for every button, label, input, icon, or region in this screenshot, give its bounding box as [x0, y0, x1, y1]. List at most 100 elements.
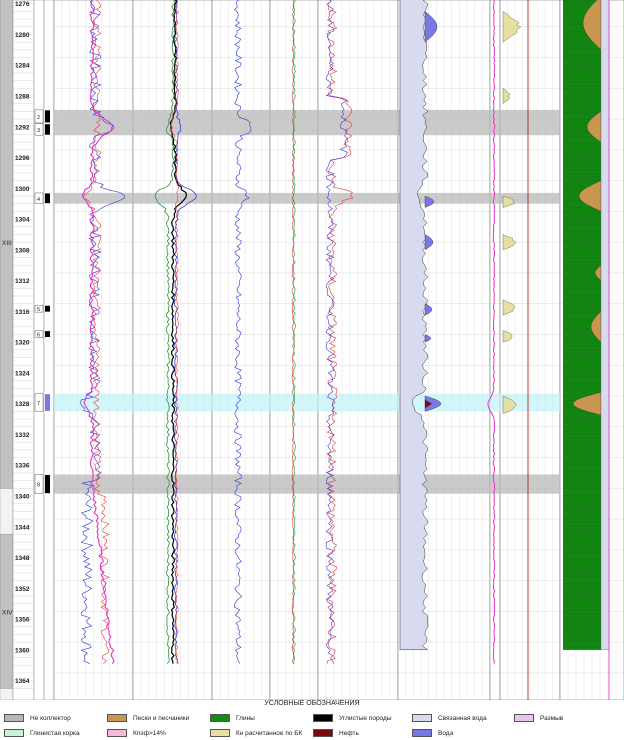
- depth-tick-label: 1304: [15, 217, 30, 224]
- highlight-band-non-reservoir: [54, 109, 560, 136]
- layer-number: 2: [37, 115, 40, 121]
- layer-marker: [45, 110, 50, 123]
- layer-box: [34, 123, 44, 136]
- water-patch: [424, 234, 434, 251]
- depth-tick-label: 1312: [15, 278, 30, 285]
- legend-swatch: [412, 729, 432, 737]
- water-patch: [424, 303, 433, 316]
- kn-peak: [502, 87, 511, 105]
- legend-label: Кпэф>14%: [133, 729, 166, 737]
- layer-marker: [45, 305, 50, 312]
- lithology-sand: [594, 264, 602, 282]
- legend-item: Размыв: [514, 713, 563, 723]
- layer-number: 6: [37, 333, 40, 339]
- depth-tick-label: 1316: [15, 309, 30, 316]
- ik2-curve: [325, 0, 349, 664]
- legend-swatch: [107, 729, 127, 737]
- sp-curve: [81, 0, 115, 664]
- layer-box: [34, 474, 44, 494]
- legend-title: УСЛОВНЫЕ ОБОЗНАЧЕНИЯ: [264, 700, 360, 707]
- depth-tick-label: 1356: [15, 617, 30, 624]
- legend-swatch: [4, 729, 24, 737]
- lithology-sand: [586, 111, 602, 143]
- legend-item: Связанная вода: [412, 713, 487, 723]
- legend-swatch: [210, 714, 230, 722]
- legend-item: Глины: [210, 713, 255, 723]
- kpor-curve: [487, 0, 496, 664]
- depth-tick-label: 1348: [15, 555, 30, 562]
- lithology-sand: [582, 0, 602, 51]
- sonic-curve: [169, 0, 188, 664]
- layer-number-column: [33, 0, 45, 700]
- legend-label: Углистые породы: [339, 714, 392, 722]
- depth-tick-label: 1296: [15, 155, 30, 162]
- legend-swatch: [412, 714, 432, 722]
- kn-peak: [502, 195, 515, 208]
- kn-peak: [502, 395, 517, 415]
- water-patch: [424, 395, 442, 412]
- legend-item: Нефть: [313, 728, 359, 738]
- highlight-band-non-reservoir: [54, 474, 560, 494]
- legend-swatch: [4, 714, 24, 722]
- legend-label: Связанная вода: [438, 714, 487, 722]
- depth-tick-label: 1320: [15, 340, 30, 347]
- track-frame: [489, 0, 501, 700]
- kn-peak: [502, 299, 515, 316]
- bound-water-area: [399, 0, 429, 651]
- lithology-sand: [572, 391, 602, 416]
- depth-tick-label: 1336: [15, 463, 30, 470]
- track-frame: [211, 0, 271, 700]
- legend-label: Кн расчитанное по БК: [236, 729, 303, 737]
- well-log-plot: XIII XIV 1276 1280 1284 1288 1292 1296 1300 1304 1…: [0, 0, 624, 700]
- gr-curve: [79, 0, 125, 664]
- layer-marker-column: [43, 0, 55, 700]
- depth-tick-label: 1288: [15, 94, 30, 101]
- legend-item: Не коллектор: [4, 713, 71, 723]
- legend-swatch: [313, 714, 333, 722]
- depth-tick-label: 1300: [15, 186, 30, 193]
- layer-number: 7: [37, 401, 40, 407]
- layer-marker: [45, 331, 50, 338]
- depth-tick-label: 1332: [15, 432, 30, 439]
- layer-box: [34, 330, 44, 338]
- depth-tick-label: 1328: [15, 401, 30, 408]
- strat-label: XIV: [2, 609, 13, 616]
- depth-tick-label: 1360: [15, 647, 30, 654]
- neutron-curve: [154, 0, 175, 664]
- legend-item: Глинистая корка: [4, 728, 80, 738]
- lithology-sand: [590, 310, 602, 343]
- layer-number: 5: [37, 307, 40, 313]
- depth-tick-label: 1292: [15, 124, 30, 131]
- legend-swatch: [514, 714, 534, 722]
- legend-item: Кн расчитанное по БК: [210, 728, 302, 738]
- legend-item: Вода: [412, 728, 453, 738]
- legend-label: Вода: [438, 729, 454, 737]
- layer-box: [34, 192, 44, 204]
- layer-number: 3: [37, 128, 40, 134]
- depth-tick-label: 1284: [15, 63, 30, 70]
- depth-tick-label: 1280: [15, 32, 30, 39]
- water-patch: [424, 10, 438, 43]
- lithology-sand: [578, 180, 602, 212]
- depth-tick-label: 1340: [15, 494, 30, 501]
- legend-item: Кпэф>14%: [107, 728, 166, 738]
- legend-label: Глинистая корка: [30, 729, 80, 737]
- layer-box: [34, 109, 44, 124]
- legend-swatch: [107, 714, 127, 722]
- lithology-bound-water: [600, 0, 610, 651]
- layer-marker: [45, 394, 50, 411]
- kn-peak: [502, 234, 517, 251]
- bk2-curve: [291, 0, 295, 664]
- strat-label: XIII: [2, 240, 12, 247]
- legend-label: Не коллектор: [30, 714, 71, 722]
- layer-number: 4: [37, 197, 40, 203]
- legend-item: Углистые породы: [313, 713, 392, 723]
- depth-column: [12, 0, 35, 700]
- aux-curve: [170, 0, 179, 664]
- legend-label: Глины: [236, 714, 255, 722]
- ik-curve: [326, 0, 354, 664]
- depth-tick-label: 1324: [15, 370, 30, 377]
- layer-number: 8: [37, 483, 40, 489]
- depth-tick-label: 1308: [15, 247, 30, 254]
- water-patch: [424, 334, 432, 343]
